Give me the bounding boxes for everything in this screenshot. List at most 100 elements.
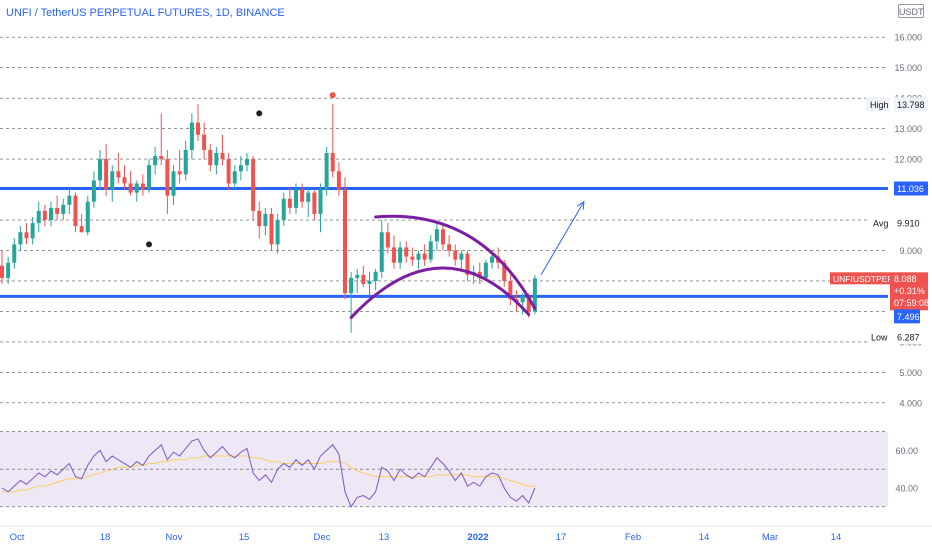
candle-body: [410, 256, 415, 260]
candle-body: [116, 171, 121, 178]
avg-tag: Avg: [873, 218, 888, 228]
candle-body: [520, 296, 525, 303]
time-label: 14: [831, 532, 842, 543]
candle-body: [465, 253, 470, 275]
candle-body: [79, 226, 84, 233]
symbol-tag-box: [830, 272, 890, 285]
symbol-tag: UNFIUSDTPERP: [833, 274, 899, 284]
candle-body: [532, 278, 537, 312]
candle-body: [153, 156, 158, 166]
candle-body: [30, 223, 35, 239]
time-axis: Oct 18 Nov 15 Dec 13 2022 17 Feb 14 Mar 14: [0, 525, 932, 543]
candle-body: [490, 256, 494, 263]
candle-body: [343, 189, 347, 294]
candle-body: [294, 189, 298, 208]
rsi-ma-line: [2, 455, 535, 493]
candle-body: [159, 156, 164, 160]
rsi-layer: [0, 431, 888, 508]
candle-body: [85, 201, 90, 233]
candle-body: [404, 247, 409, 257]
candle-body: [385, 232, 390, 248]
bar-countdown: 07:59:08: [894, 298, 929, 308]
candle-body: [422, 253, 427, 260]
high-tag: High: [870, 100, 889, 110]
low-tag-box: [868, 330, 890, 345]
candle-body: [232, 171, 237, 184]
pivot-dot: [146, 241, 152, 248]
last-price: 8.088: [894, 274, 917, 284]
candle-body: [336, 171, 341, 190]
candle-body: [245, 159, 249, 166]
time-label: 18: [100, 532, 111, 543]
candle-body: [189, 122, 194, 150]
pivot-dot: [329, 92, 336, 99]
candle-body: [134, 183, 139, 193]
time-label: Dec: [314, 532, 331, 543]
candle-body: [61, 204, 66, 214]
time-label: 2022: [467, 532, 488, 543]
level-top-value-box: [894, 181, 928, 196]
candle-body: [398, 247, 403, 263]
level-bottom-value-box: [894, 309, 920, 324]
arc-upper: [374, 214, 537, 310]
candle-body: [171, 171, 176, 196]
low-value-box: [894, 330, 924, 345]
candle-body: [147, 165, 151, 190]
candle-body: [483, 262, 488, 278]
candle-body: [324, 153, 329, 190]
candle-body: [6, 262, 11, 278]
candle-body: [122, 177, 127, 184]
unit-button[interactable]: USDT: [898, 4, 924, 18]
price-tick-label: 12.000: [894, 155, 922, 165]
candle-body: [453, 250, 458, 260]
avg-tag-box: [870, 215, 890, 230]
time-label: Mar: [762, 532, 778, 543]
candle-body: [12, 244, 17, 263]
candle-body: [373, 271, 378, 281]
candle-layer: [0, 104, 537, 333]
candle-body: [165, 159, 170, 196]
candle-body: [128, 183, 133, 193]
candle-body: [214, 153, 219, 166]
candle-body: [208, 149, 213, 166]
candle-body: [0, 265, 4, 278]
price-tick-label: 13.000: [894, 124, 922, 134]
high-value: 13.798: [897, 100, 925, 110]
candle-body: [379, 232, 384, 272]
candle-body: [300, 189, 305, 202]
candle-body: [73, 195, 78, 227]
price-tick-label: 9.000: [899, 246, 922, 256]
time-label: 17: [556, 532, 567, 543]
candle-body: [392, 247, 396, 263]
rsi-tick-label: 60.00: [895, 446, 918, 456]
level-bottom-value: 7.496: [897, 312, 920, 322]
chart-title[interactable]: UNFI / TetherUS PERPETUAL FUTURES, 1D, B…: [6, 7, 285, 19]
candle-body: [140, 183, 145, 190]
pivot-dot: [256, 110, 263, 117]
candle-body: [281, 198, 286, 221]
high-tag-box: [866, 97, 890, 112]
candle-body: [110, 171, 115, 190]
candle-body: [349, 277, 354, 294]
trend-arrow-line: [540, 201, 585, 276]
candle-body: [269, 213, 274, 245]
price-tick-label: 16.000: [894, 33, 922, 43]
arc-lower: [349, 266, 531, 320]
candle-body: [361, 274, 366, 285]
candle-body: [275, 220, 280, 245]
candle-body: [42, 210, 47, 221]
candle-body: [257, 210, 262, 227]
last-change: +0.31%: [894, 286, 925, 296]
candle-body: [508, 280, 513, 300]
candle-body: [49, 207, 53, 221]
candle-body: [98, 159, 102, 181]
rsi-line: [1, 438, 536, 508]
candle-body: [36, 210, 41, 224]
candle-body: [447, 244, 452, 251]
time-label: Oct: [10, 532, 25, 543]
candle-body: [434, 229, 439, 242]
candle-body: [55, 207, 60, 214]
last-price-box: [890, 272, 928, 311]
